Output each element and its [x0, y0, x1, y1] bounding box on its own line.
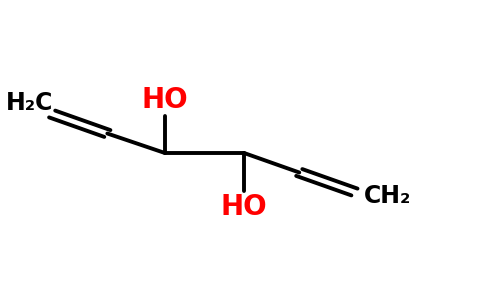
Text: CH₂: CH₂: [364, 184, 412, 208]
Text: HO: HO: [142, 86, 188, 115]
Text: HO: HO: [221, 193, 267, 221]
Text: H₂C: H₂C: [5, 92, 53, 116]
